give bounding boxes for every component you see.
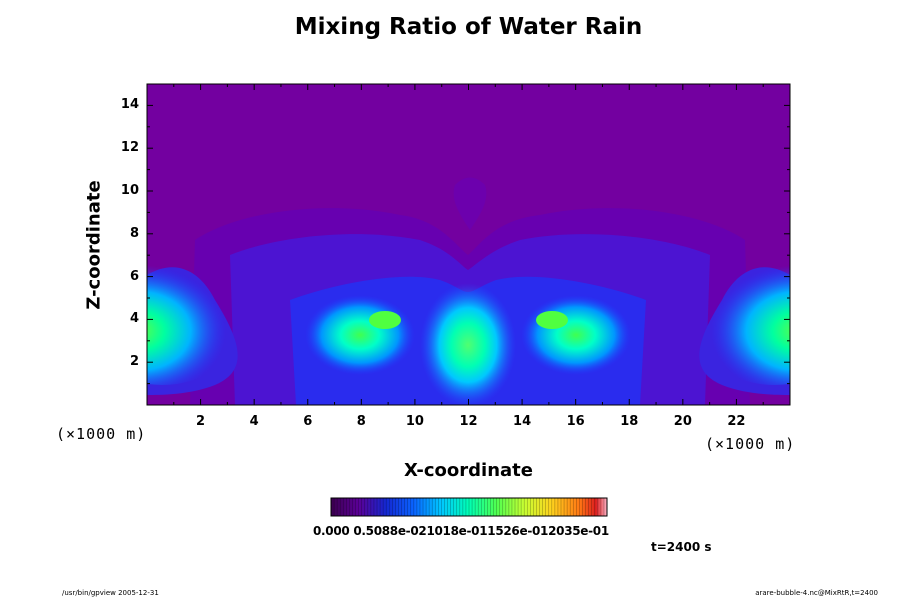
x-axis-label: X-coordinate bbox=[404, 460, 533, 481]
y-tick-label: 14 bbox=[120, 97, 139, 113]
footer-command: /usr/bin/gpview 2005-12-31 bbox=[62, 589, 159, 597]
blob-left-hot bbox=[369, 311, 401, 329]
footer-source: arare-bubble-4.nc@MixRtR,t=2400 bbox=[755, 589, 878, 597]
chart-title: Mixing Ratio of Water Rain bbox=[294, 14, 643, 40]
blob-left bbox=[305, 295, 415, 375]
blob-right bbox=[521, 295, 631, 375]
colorbar-stripes bbox=[333, 498, 605, 516]
x-tick-label: 14 bbox=[513, 414, 532, 429]
y-tick-label: 6 bbox=[129, 268, 139, 284]
time-annotation: t=2400 s bbox=[651, 540, 712, 554]
blob-right-hot bbox=[536, 311, 568, 329]
y-tick-label: 12 bbox=[120, 140, 139, 156]
x-tick-label: 12 bbox=[459, 414, 478, 429]
x-tick-label: 10 bbox=[405, 414, 424, 429]
axis-ticks bbox=[146, 83, 791, 406]
x-tick-label: 22 bbox=[727, 414, 746, 429]
colorbar bbox=[330, 497, 608, 517]
x-tick-label: 4 bbox=[249, 414, 259, 429]
x-tick-label: 18 bbox=[620, 414, 639, 429]
x-tick-label: 16 bbox=[566, 414, 585, 429]
central-core bbox=[420, 283, 516, 405]
y-tick-label: 10 bbox=[120, 183, 139, 198]
x-tick-label: 6 bbox=[303, 414, 313, 429]
upper-plume bbox=[453, 177, 487, 230]
x-tick-label: 2 bbox=[196, 414, 206, 429]
edge-cell-left bbox=[147, 265, 242, 385]
y-tick-label: 8 bbox=[129, 225, 139, 241]
x-unit-label-left: (×1000 m) bbox=[56, 425, 147, 443]
y-axis-label: Z-coordinate bbox=[83, 180, 105, 310]
y-tick-label: 4 bbox=[129, 311, 139, 327]
heatmap-field bbox=[147, 84, 790, 405]
x-unit-label-right: (×1000 m) bbox=[705, 435, 796, 453]
colorbar-labels: 0.000 0.5088e-021018e-011526e-012035e-01 bbox=[313, 524, 609, 538]
y-tick-label: 2 bbox=[129, 354, 139, 370]
edge-cell-right bbox=[695, 265, 790, 385]
x-tick-label: 8 bbox=[356, 414, 366, 429]
x-tick-label: 20 bbox=[673, 414, 692, 429]
